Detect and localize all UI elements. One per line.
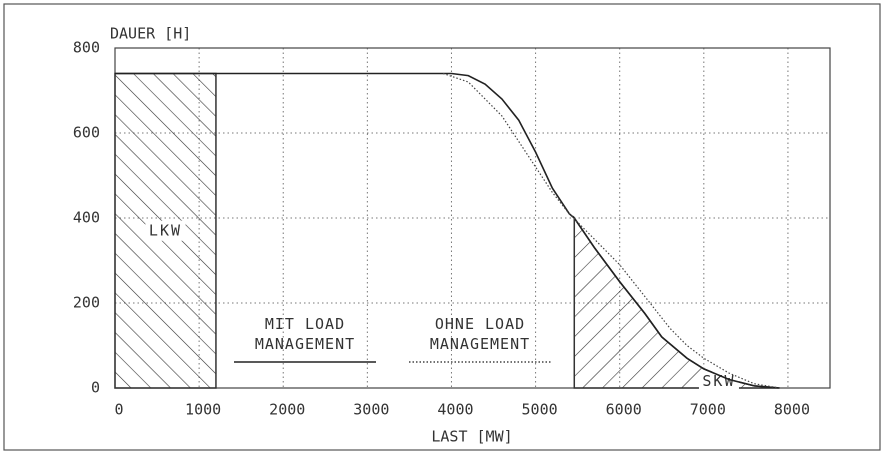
region-label: LKW bbox=[149, 221, 182, 239]
y-tick-label: 400 bbox=[73, 209, 100, 227]
x-axis-label: LAST [MW] bbox=[431, 428, 512, 446]
x-tick-label: 8000 bbox=[774, 401, 810, 419]
x-tick-label: 0 bbox=[114, 401, 123, 419]
series-line bbox=[442, 72, 780, 389]
x-tick-label: 2000 bbox=[269, 401, 305, 419]
y-tick-label: 600 bbox=[73, 124, 100, 142]
region-label-bg bbox=[145, 220, 186, 241]
legend-label: MIT LOAD MANAGEMENT bbox=[254, 315, 356, 353]
y-axis-label: DAUER [H] bbox=[110, 25, 191, 43]
x-tick-label: 6000 bbox=[606, 401, 642, 419]
x-tick-label: 1000 bbox=[185, 401, 221, 419]
legend-label: OHNE LOAD MANAGEMENT bbox=[429, 315, 531, 353]
x-tick-label: 3000 bbox=[353, 401, 389, 419]
y-tick-label: 800 bbox=[73, 39, 100, 57]
region-label-bg bbox=[698, 371, 739, 392]
region-label: SKW bbox=[702, 372, 735, 390]
y-tick-label: 200 bbox=[73, 294, 100, 312]
y-tick-label: 0 bbox=[91, 379, 100, 397]
frame bbox=[3, 3, 881, 451]
x-tick-label: 4000 bbox=[437, 401, 473, 419]
x-tick-label: 5000 bbox=[522, 401, 558, 419]
x-tick-label: 7000 bbox=[690, 401, 726, 419]
hatched-region bbox=[573, 215, 780, 389]
